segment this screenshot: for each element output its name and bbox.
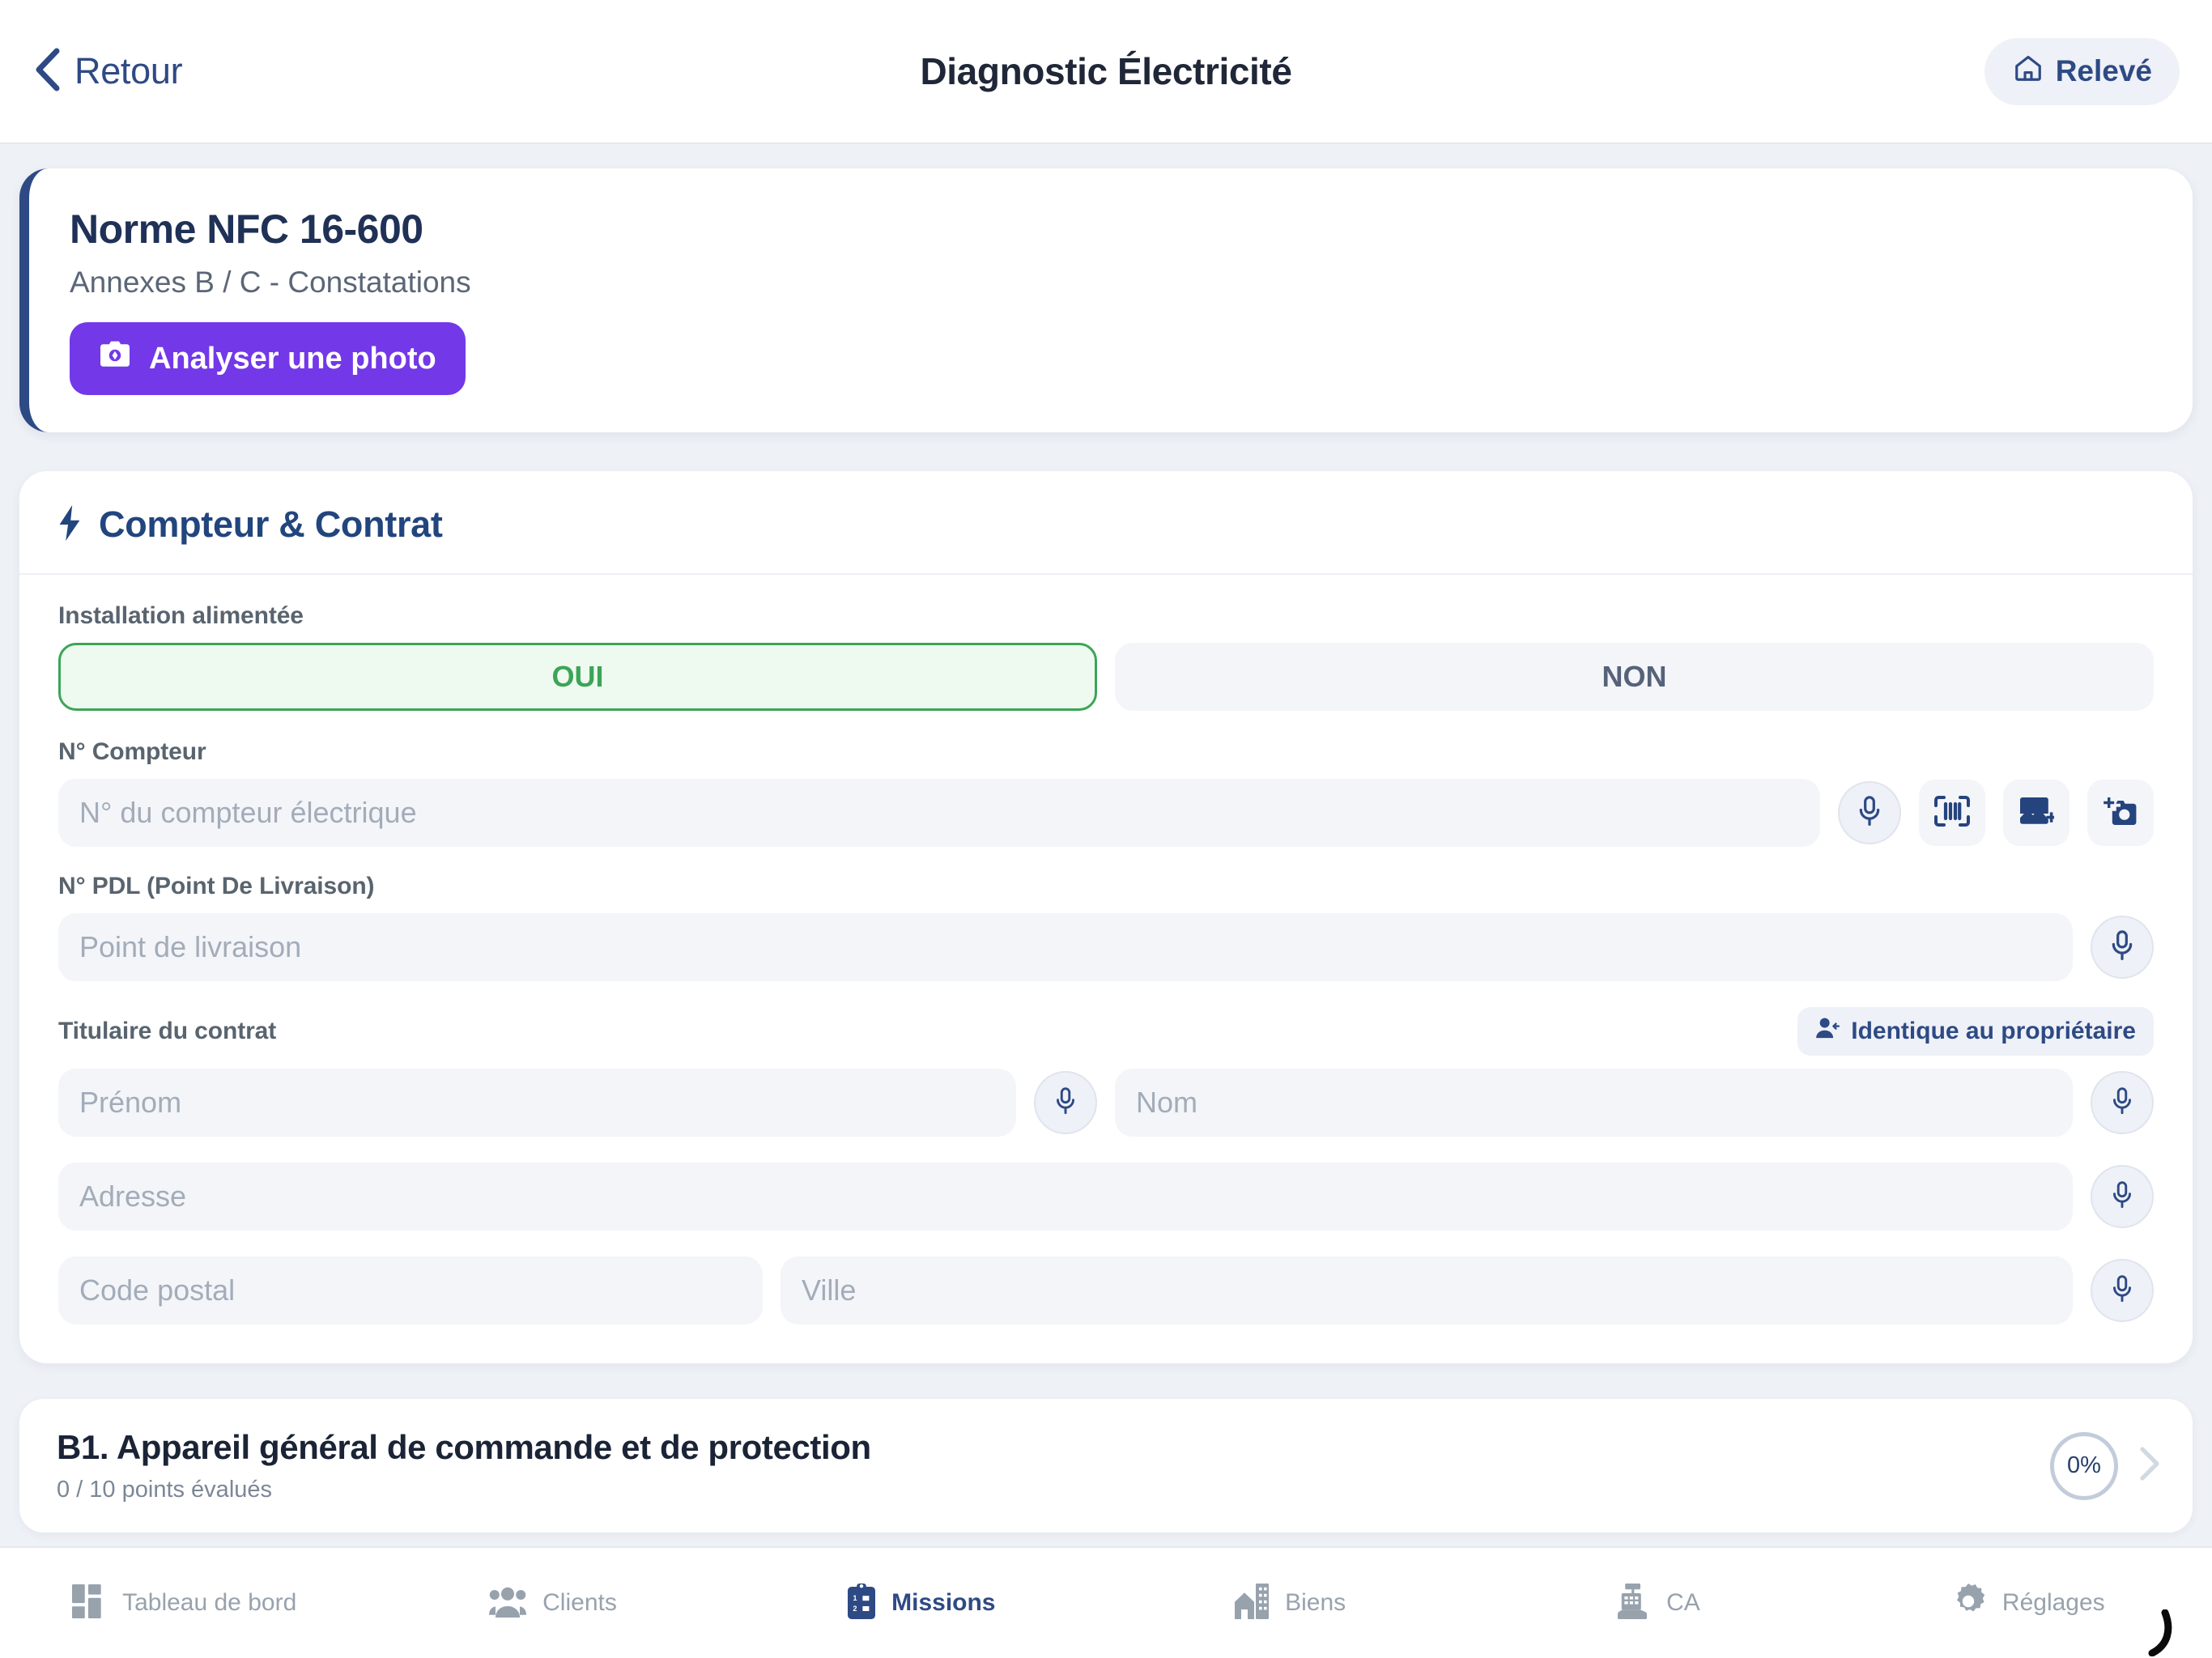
titulaire-city-row (58, 1256, 2154, 1324)
microphone-icon (2110, 1180, 2134, 1213)
analyser-photo-button[interactable]: Analyser une photo (70, 322, 466, 395)
dashboard-icon (72, 1584, 106, 1622)
content-scroll-area[interactable]: Norme NFC 16-600 Annexes B / C - Constat… (0, 144, 2212, 1546)
chevron-right-icon (2139, 1446, 2160, 1486)
compteur-contrat-title: Compteur & Contrat (99, 504, 443, 545)
take-photo-button[interactable] (2087, 780, 2154, 846)
titulaire-adresse-row (58, 1163, 2154, 1231)
barcode-scan-button[interactable] (1919, 780, 1985, 846)
camera-icon (99, 340, 131, 377)
tab-tableau-de-bord[interactable]: Tableau de bord (0, 1584, 368, 1622)
tab-clients[interactable]: Clients (368, 1585, 737, 1622)
image-plus-icon (2018, 796, 2057, 831)
titulaire-ville-mic-button[interactable] (2091, 1259, 2154, 1322)
titulaire-ville-input[interactable] (781, 1256, 2073, 1324)
tab-label: CA (1666, 1589, 1700, 1616)
bottom-tab-bar: Tableau de bord Clients (0, 1546, 2212, 1658)
camera-plus-icon (2103, 796, 2138, 831)
clipboard-icon: 1 2 (848, 1583, 876, 1623)
tab-missions[interactable]: 1 2 Missions (738, 1583, 1106, 1623)
microphone-icon (2110, 1086, 2134, 1119)
svg-text:2: 2 (853, 1605, 857, 1613)
tab-reglages[interactable]: Réglages (1844, 1583, 2212, 1623)
titulaire-prenom-input[interactable] (58, 1069, 1016, 1137)
tab-ca[interactable]: CA (1474, 1583, 1843, 1623)
titulaire-name-row (58, 1069, 2154, 1137)
pdl-row (58, 913, 2154, 981)
releve-button[interactable]: Relevé (1984, 37, 2180, 105)
installation-alimentee-label: Installation alimentée (58, 602, 304, 629)
analyser-photo-label: Analyser une photo (149, 341, 436, 376)
norme-subtitle: Annexes B / C - Constatations (70, 266, 471, 299)
titulaire-nom-input[interactable] (1115, 1069, 2073, 1137)
svg-text:1: 1 (853, 1594, 857, 1602)
pdl-mic-button[interactable] (2091, 916, 2154, 979)
identique-proprietaire-label: Identique au propriétaire (1851, 1018, 2136, 1044)
microphone-icon (1053, 1086, 1078, 1119)
releve-button-label: Relevé (2055, 54, 2152, 87)
pdl-label: N° PDL (Point De Livraison) (58, 873, 375, 899)
installation-alimentee-toggle: OUI NON (58, 643, 2154, 711)
compteur-contrat-header: Compteur & Contrat (19, 471, 2193, 575)
installation-option-non[interactable]: NON (1115, 643, 2154, 711)
titulaire-code-postal-input[interactable] (58, 1256, 763, 1324)
microphone-icon (2110, 1274, 2134, 1307)
tab-label: Tableau de bord (122, 1589, 297, 1616)
microphone-icon (2108, 929, 2136, 965)
add-image-button[interactable] (2003, 780, 2069, 846)
identique-proprietaire-button[interactable]: Identique au propriétaire (1797, 1007, 2154, 1056)
section-row-text: B1. Appareil général de commande et de p… (57, 1428, 2050, 1503)
titulaire-label: Titulaire du contrat (58, 1018, 277, 1044)
titulaire-nom-mic-button[interactable] (2091, 1071, 2154, 1134)
gear-icon (1950, 1583, 1986, 1623)
tab-label: Biens (1285, 1589, 1346, 1616)
tab-biens[interactable]: Biens (1106, 1583, 1474, 1623)
numero-compteur-row (58, 779, 2154, 847)
bolt-icon (58, 504, 81, 545)
home-icon (2012, 53, 2044, 91)
chevron-left-icon (32, 48, 62, 96)
norme-title: Norme NFC 16-600 (70, 206, 423, 252)
page-title: Diagnostic Électricité (920, 50, 1292, 92)
section-progress-badge: 0% (2050, 1431, 2118, 1500)
building-icon (1235, 1583, 1270, 1623)
pdl-input[interactable] (58, 913, 2073, 981)
barcode-icon (1934, 795, 1970, 831)
installation-option-oui[interactable]: OUI (58, 643, 1097, 711)
titulaire-prenom-mic-button[interactable] (1034, 1071, 1097, 1134)
compteur-contrat-body: Installation alimentée OUI NON N° Compte… (19, 575, 2193, 1324)
numero-compteur-label: N° Compteur (58, 738, 206, 765)
home-indicator (2123, 1609, 2180, 1656)
tab-label: Missions (891, 1589, 996, 1616)
register-icon (1618, 1583, 1650, 1623)
norme-card: Norme NFC 16-600 Annexes B / C - Constat… (19, 168, 2193, 432)
people-icon (489, 1585, 527, 1622)
tab-label: Réglages (2001, 1589, 2105, 1616)
tab-label: Clients (542, 1589, 617, 1616)
section-title: B1. Appareil général de commande et de p… (57, 1428, 871, 1466)
numero-compteur-mic-button[interactable] (1838, 781, 1901, 844)
back-button[interactable]: Retour (32, 48, 183, 96)
section-row-b1[interactable]: B1. Appareil général de commande et de p… (19, 1399, 2193, 1533)
titulaire-adresse-input[interactable] (58, 1163, 2073, 1231)
microphone-icon (1856, 795, 1883, 831)
section-points: 0 / 10 points évalués (57, 1477, 273, 1503)
titulaire-adresse-mic-button[interactable] (2091, 1165, 2154, 1228)
numero-compteur-input[interactable] (58, 779, 1820, 847)
user-arrow-icon (1815, 1017, 1840, 1046)
back-button-label: Retour (74, 50, 183, 91)
titulaire-label-row: Titulaire du contrat Identique au propri… (58, 1007, 2154, 1056)
app-header: Retour Diagnostic Électricité Relevé (0, 0, 2212, 144)
compteur-contrat-card: Compteur & Contrat Installation alimenté… (19, 471, 2193, 1363)
